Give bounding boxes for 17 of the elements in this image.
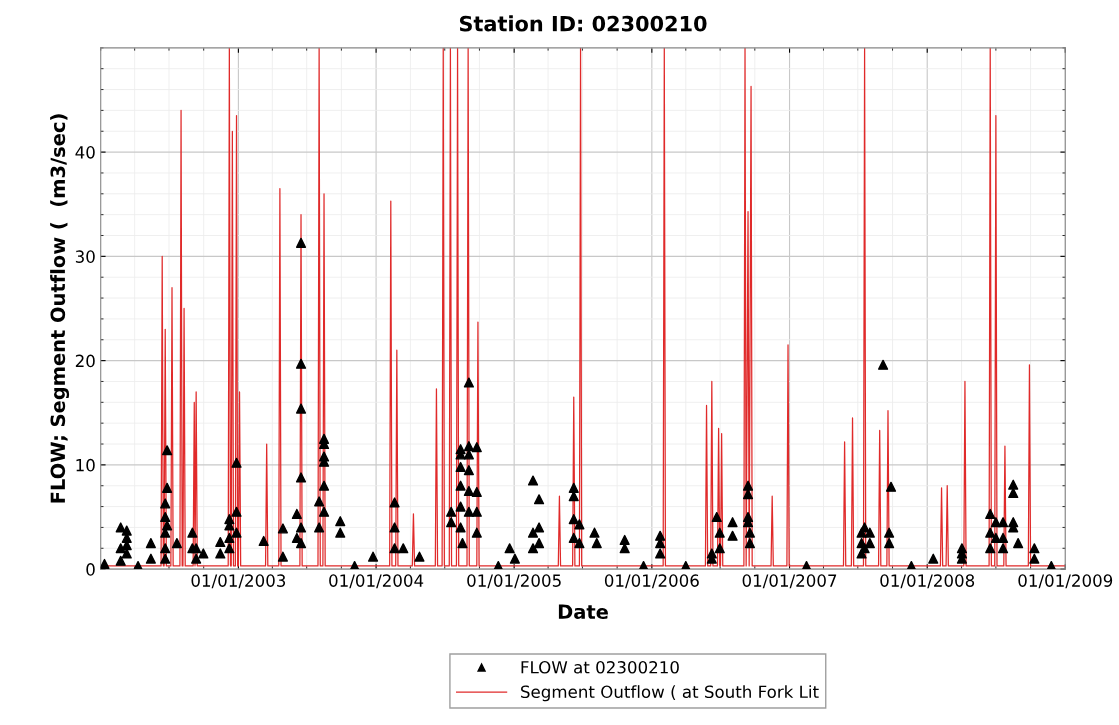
y-tick-label: 40 xyxy=(75,146,95,159)
y-tick-label: 20 xyxy=(75,354,95,368)
y-tick-label: 30 xyxy=(75,250,95,263)
chart-title: Station ID: 02300210 xyxy=(459,15,707,32)
x-tick-label: 01/01/2004 xyxy=(329,574,424,589)
x-tick-label: 01/01/2007 xyxy=(742,574,837,589)
x-tick-label: 01/01/2006 xyxy=(604,574,699,589)
legend-label: FLOW at 02300210 xyxy=(521,661,679,674)
x-tick-label: 01/01/2005 xyxy=(467,574,561,589)
y-tick-label: 10 xyxy=(76,458,95,472)
x-tick-label: 01/01/2009 xyxy=(1018,574,1113,589)
x-tick-label: 01/01/2003 xyxy=(191,574,286,589)
y-axis-title: FLOW; Segment Outflow ( (m3/sec) xyxy=(50,114,70,503)
x-tick-label: 01/01/2008 xyxy=(880,574,975,589)
y-tick-label: 0 xyxy=(86,563,95,576)
x-axis-title: Date xyxy=(558,604,608,620)
legend-label: Segment Outflow ( at South Fork Lit xyxy=(521,685,819,702)
